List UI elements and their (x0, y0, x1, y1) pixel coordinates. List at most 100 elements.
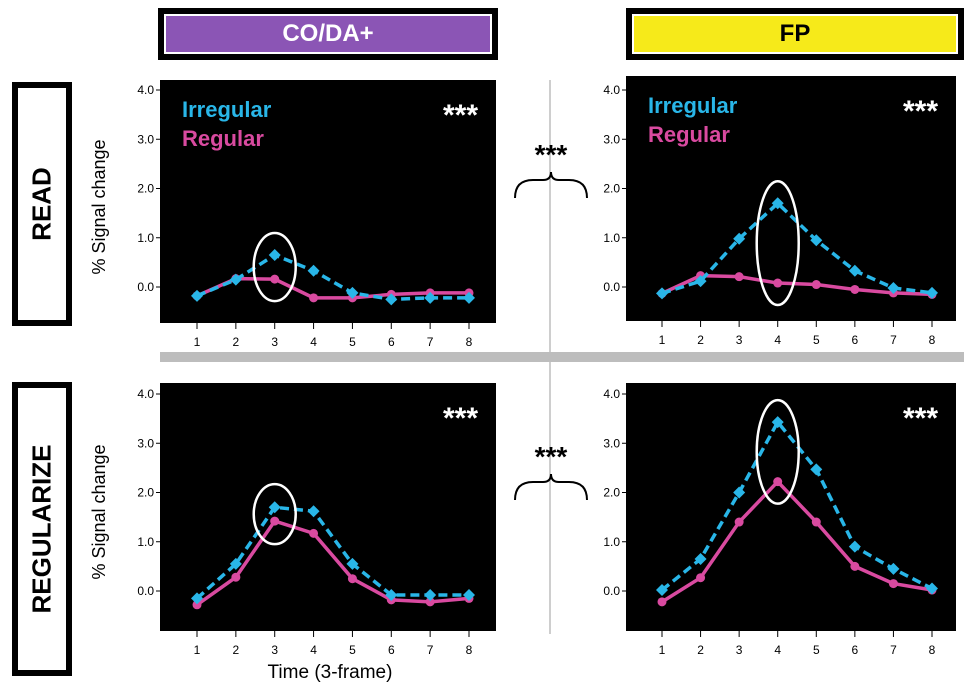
data-point-irregular (346, 557, 359, 570)
data-point-irregular (848, 540, 861, 553)
data-point-irregular (307, 264, 320, 277)
chart-panels: 0.0 1.0 2.0 3.0 4.0 1 2 3 4 5 6 7 8 *** Irregular Regul… (137, 76, 956, 657)
header-fp: FP (626, 8, 964, 60)
data-point-irregular (229, 273, 242, 286)
x-tick-label: 2 (697, 643, 704, 657)
y-tick-label: 0.0 (603, 584, 620, 598)
significance-stars: *** (903, 95, 938, 128)
y-tick-label: 2.0 (137, 182, 154, 196)
data-point-irregular (385, 588, 398, 601)
series-line-irregular (195, 505, 469, 600)
data-point-regular (734, 272, 744, 282)
data-point-irregular (191, 592, 203, 605)
data-point-irregular (887, 281, 900, 294)
x-tick-label: 1 (194, 643, 201, 657)
legend-irregular: Irregular (182, 97, 272, 122)
x-tick-label: 3 (271, 643, 278, 657)
data-point-regular (347, 574, 357, 584)
data-point-irregular (424, 588, 437, 601)
x-tick-label: 5 (813, 333, 820, 347)
data-point-irregular (926, 286, 938, 299)
ylabel-bottom: % Signal change (89, 444, 109, 579)
x-tick-label: 1 (659, 333, 666, 347)
data-point-irregular (848, 264, 861, 277)
data-point-irregular (694, 552, 707, 565)
x-tick-label: 5 (349, 643, 356, 657)
row-label-read: READ (12, 82, 72, 326)
data-point-regular (773, 477, 783, 487)
data-point-regular (309, 293, 319, 303)
brace-bottom (514, 473, 588, 501)
data-point-irregular (887, 562, 900, 575)
y-tick-label: 4.0 (603, 83, 620, 97)
significance-stars: *** (443, 402, 478, 435)
highlight-ellipse (755, 180, 800, 307)
ylabel-top: % Signal change (89, 139, 109, 274)
x-tick-label: 2 (233, 643, 240, 657)
series-line-irregular (660, 418, 933, 592)
legend-irregular: Irregular (648, 93, 738, 118)
x-tick-label: 4 (774, 643, 781, 657)
x-tick-label: 6 (388, 335, 395, 349)
x-tick-label: 8 (929, 333, 936, 347)
data-point-irregular (771, 416, 784, 429)
y-tick-label: 4.0 (137, 83, 154, 97)
chart-regularize-fp: 0.0 1.0 2.0 3.0 4.0 1 2 3 4 5 6 7 8 *** (603, 383, 956, 657)
data-point-regular (270, 274, 280, 284)
legend-regular: Regular (182, 126, 264, 151)
x-tick-label: 4 (774, 333, 781, 347)
data-point-regular (270, 516, 280, 526)
series-line-regular (661, 479, 933, 604)
y-tick-label: 1.0 (603, 535, 620, 549)
x-tick-label: 1 (659, 643, 666, 657)
header-coda: CO/DA+ (158, 8, 498, 60)
data-point-irregular (771, 197, 784, 210)
data-point-irregular (307, 505, 320, 518)
x-tick-label: 3 (736, 643, 743, 657)
data-point-irregular (733, 232, 746, 245)
data-point-regular (811, 517, 821, 527)
significance-stars: *** (443, 99, 478, 132)
highlight-ellipse (755, 398, 800, 505)
data-point-regular (850, 561, 860, 571)
x-tick-label: 2 (233, 335, 240, 349)
x-tick-label: 8 (466, 643, 473, 657)
data-point-irregular (268, 248, 281, 261)
y-tick-label: 2.0 (603, 182, 620, 196)
x-tick-label: 4 (310, 643, 317, 657)
header-coda-fill: CO/DA+ (166, 16, 490, 52)
x-tick-label: 4 (310, 335, 317, 349)
data-point-irregular (191, 289, 203, 302)
plot-background (160, 80, 496, 323)
chart-regularize-co-da-: 0.0 1.0 2.0 3.0 4.0 1 2 3 4 5 6 7 8 *** (137, 383, 496, 657)
data-point-irregular (346, 286, 359, 299)
x-tick-label: 1 (194, 335, 201, 349)
chart-read-co-da-: 0.0 1.0 2.0 3.0 4.0 1 2 3 4 5 6 7 8 *** Irregular Regul… (137, 80, 496, 349)
brace-top (514, 171, 588, 199)
y-tick-label: 2.0 (137, 486, 154, 500)
data-point-irregular (810, 234, 823, 247)
x-tick-label: 3 (736, 333, 743, 347)
data-point-regular (850, 284, 860, 294)
between-significance-top: *** (535, 139, 568, 170)
x-tick-label: 3 (271, 335, 278, 349)
header-coda-label: CO/DA+ (282, 20, 374, 47)
data-point-regular (231, 572, 241, 582)
x-tick-label: 7 (427, 335, 434, 349)
horizontal-divider (160, 352, 964, 362)
row-label-regularize: REGULARIZE (12, 382, 72, 676)
data-point-irregular (656, 584, 668, 597)
y-tick-label: 0.0 (137, 584, 154, 598)
chart-read-fp: 0.0 1.0 2.0 3.0 4.0 1 2 3 4 5 6 7 8 *** Irregular Regul… (603, 76, 956, 347)
x-tick-label: 8 (466, 335, 473, 349)
y-tick-label: 3.0 (603, 436, 620, 450)
highlight-ellipse (252, 482, 297, 546)
data-point-regular (657, 597, 667, 607)
x-tick-label: 7 (890, 643, 897, 657)
between-significance-bottom: *** (535, 441, 568, 472)
x-tick-label: 7 (890, 333, 897, 347)
y-tick-label: 1.0 (603, 231, 620, 245)
data-point-regular (309, 528, 319, 538)
series-line-regular (195, 519, 470, 607)
significance-stars: *** (903, 402, 938, 435)
